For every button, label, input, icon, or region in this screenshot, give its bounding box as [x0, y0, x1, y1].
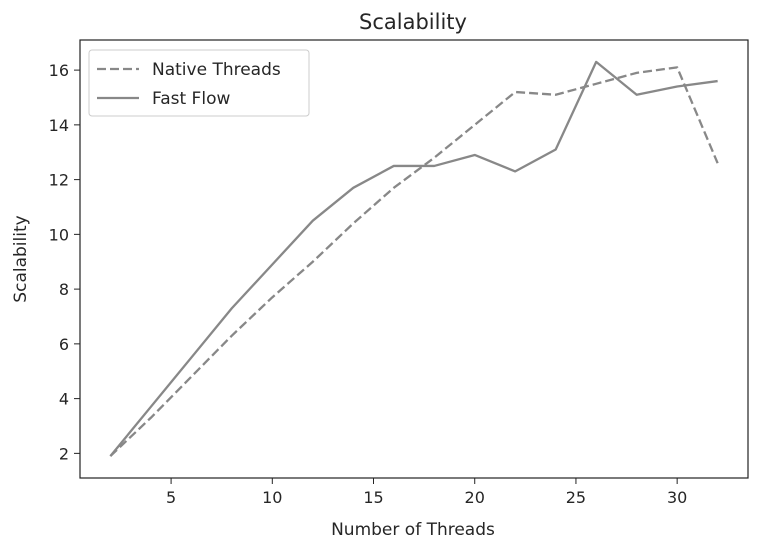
x-tick-label: 20	[465, 488, 485, 507]
legend-label-native-threads: Native Threads	[152, 60, 281, 80]
legend-box	[88, 49, 310, 117]
x-axis: 5 10 15 20 25 30	[166, 478, 687, 507]
x-tick-label: 15	[363, 488, 383, 507]
x-tick-label: 25	[566, 488, 586, 507]
y-tick-label: 4	[59, 390, 69, 409]
y-tick-label: 8	[59, 280, 69, 299]
series-layer	[109, 60, 719, 457]
legend-label-fast-flow: Fast Flow	[152, 89, 230, 109]
chart-title: Scalability	[359, 10, 467, 34]
x-axis-label: Number of Threads	[331, 520, 495, 540]
y-tick-label: 6	[59, 335, 69, 354]
series-line-native-threads	[109, 66, 719, 457]
y-tick-label: 10	[49, 225, 69, 244]
plot-frame	[79, 39, 749, 479]
legend: Native Threads Fast Flow	[88, 49, 310, 117]
y-axis-label: Scalability	[11, 215, 31, 302]
y-tick-label: 12	[49, 171, 69, 190]
y-tick-label: 14	[49, 116, 69, 135]
y-tick-label: 16	[49, 61, 69, 80]
series-line-fast-flow	[109, 60, 718, 457]
x-tick-label: 30	[667, 488, 687, 507]
y-axis: 2 4 6 8 10 12 14 16	[49, 61, 80, 463]
x-tick-label: 5	[166, 488, 176, 507]
y-tick-label: 2	[59, 444, 69, 463]
x-tick-label: 10	[262, 488, 282, 507]
